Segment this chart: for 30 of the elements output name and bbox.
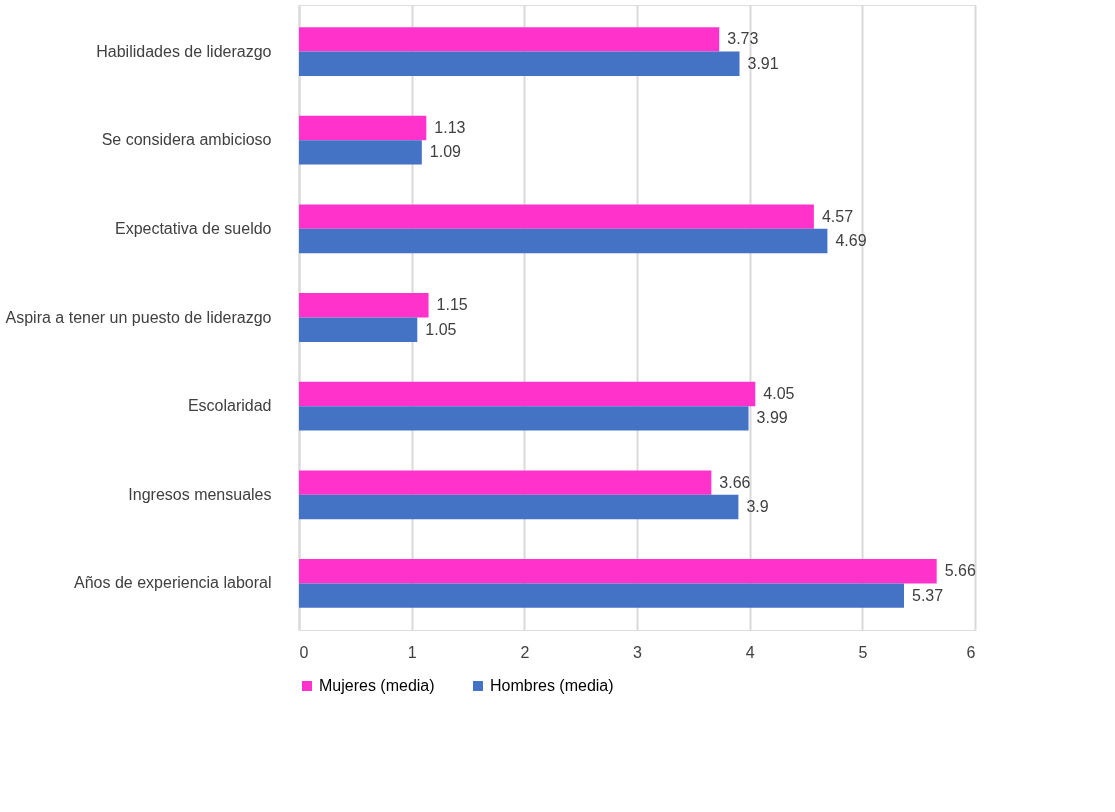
data-label: 1.05: [425, 320, 457, 338]
x-tick-label: 3: [633, 643, 643, 661]
data-label: 1.13: [434, 119, 466, 137]
x-tick-label: 1: [407, 643, 417, 661]
legend-label: Mujeres (media): [319, 677, 435, 694]
y-tick-label: Aspira a tener un puesto de liderazgo: [5, 308, 272, 326]
data-label: 3.73: [727, 30, 759, 48]
legend-label: Hombres (media): [490, 677, 614, 694]
x-tick-label: 2: [520, 643, 530, 661]
data-label: 4.05: [763, 384, 795, 402]
x-tick-label: 0: [299, 643, 309, 661]
x-tick-label: 5: [858, 643, 868, 661]
data-label: 5.66: [944, 562, 976, 580]
data-label: 4.69: [835, 232, 867, 250]
y-tick-label: Escolaridad: [187, 397, 272, 415]
data-label: 3.9: [746, 497, 769, 515]
data-label: 3.91: [747, 54, 779, 72]
data-label: 3.99: [756, 409, 788, 427]
data-label: 1.15: [436, 296, 468, 314]
x-tick-label: 6: [966, 643, 976, 661]
y-tick-label: Ingresos mensuales: [128, 485, 272, 503]
y-tick-label: Expectativa de sueldo: [114, 219, 272, 237]
y-tick-label: Años de experiencia laboral: [74, 574, 272, 592]
data-label: 3.66: [719, 473, 751, 491]
x-tick-label: 4: [745, 643, 755, 661]
data-label: 5.37: [912, 586, 944, 604]
y-tick-label: Se considera ambicioso: [101, 131, 272, 149]
y-tick-label: Habilidades de liderazgo: [96, 42, 272, 60]
data-label: 4.57: [821, 207, 854, 225]
data-label: 1.09: [429, 143, 462, 161]
